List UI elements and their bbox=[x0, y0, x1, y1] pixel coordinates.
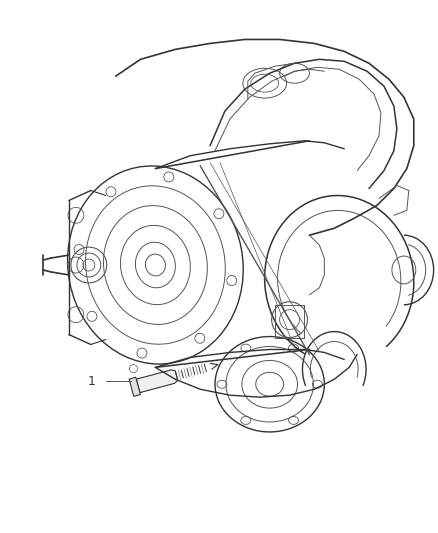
Polygon shape bbox=[136, 370, 178, 393]
Text: 1: 1 bbox=[88, 375, 96, 388]
Polygon shape bbox=[129, 377, 141, 397]
